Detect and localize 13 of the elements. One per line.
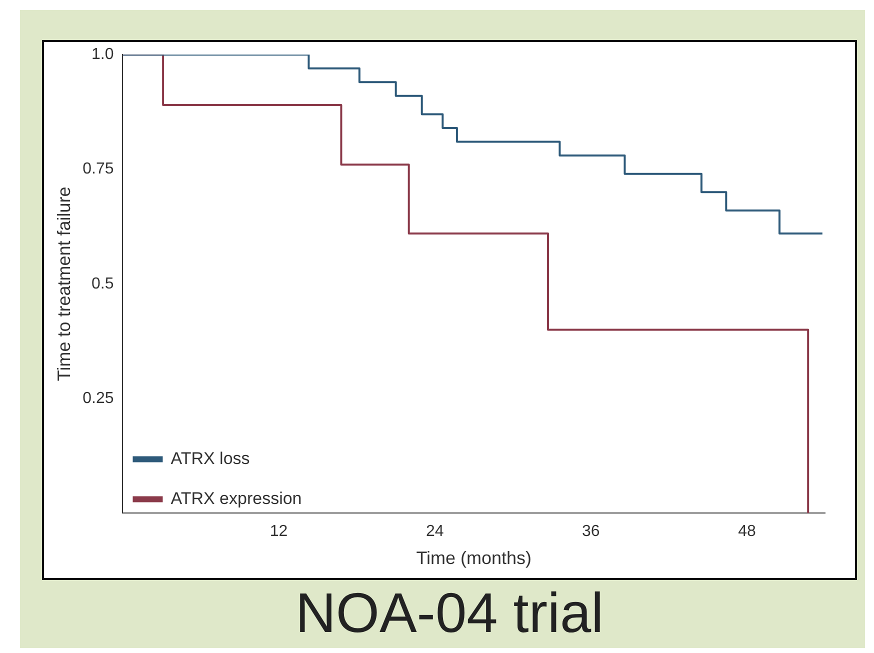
y-tick-label: 0.5 <box>91 275 114 292</box>
x-tick-label: 24 <box>426 523 444 540</box>
y-tick-label: 0.25 <box>82 390 114 407</box>
x-tick-label: 48 <box>738 523 756 540</box>
y-tick-label: 1.0 <box>91 46 114 64</box>
y-tick-label: 0.75 <box>82 160 114 178</box>
legend-label: ATRX loss <box>170 448 250 468</box>
x-tick-label: 36 <box>582 523 600 540</box>
x-axis-title: Time (months) <box>416 548 532 568</box>
text: NOA-04 trial <box>294 580 605 646</box>
legend-label: ATRX expression <box>170 488 302 508</box>
x-tick-label: 12 <box>270 523 288 540</box>
y-axis-title: Time to treatment failure <box>54 186 74 382</box>
